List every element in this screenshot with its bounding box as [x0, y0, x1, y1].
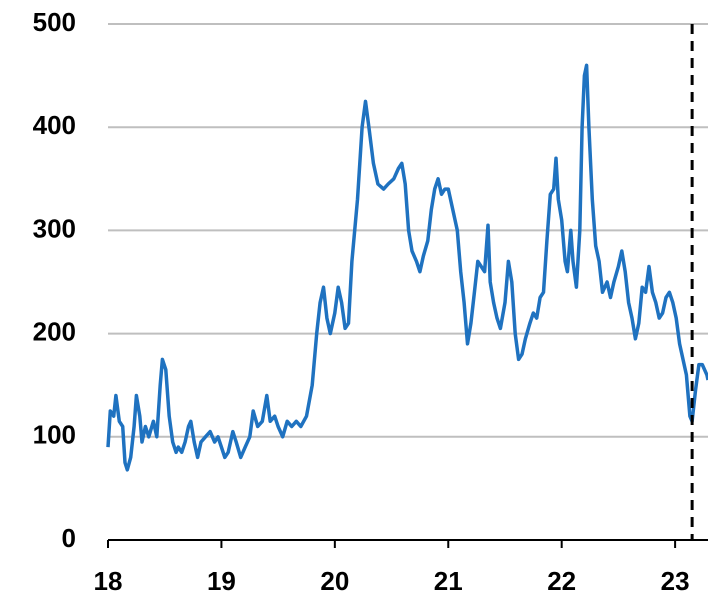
data-line — [106, 63, 708, 472]
y-tick-label: 500 — [33, 7, 76, 37]
y-tick-label: 400 — [33, 110, 76, 140]
x-tick-label: 20 — [320, 566, 349, 596]
y-tick-label: 100 — [33, 420, 76, 450]
y-tick-label: 300 — [33, 213, 76, 243]
x-tick-label: 23 — [661, 566, 690, 596]
x-tick-label: 21 — [434, 566, 463, 596]
y-tick-label: 0 — [62, 523, 76, 553]
y-tick-label: 200 — [33, 316, 76, 346]
x-tick-label: 18 — [94, 566, 123, 596]
x-tick-label: 19 — [207, 566, 236, 596]
x-tick-label: 22 — [547, 566, 576, 596]
